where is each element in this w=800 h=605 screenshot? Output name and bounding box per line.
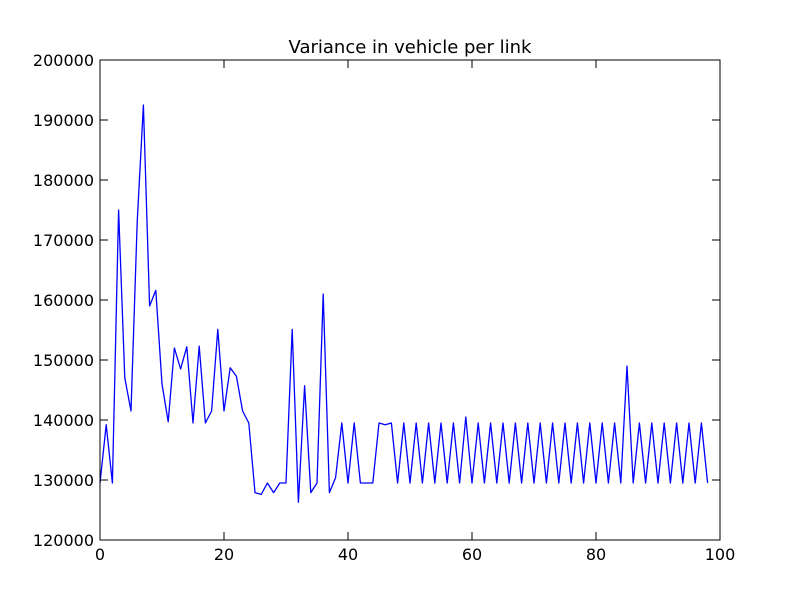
y-axis: 120000 130000 140000 150000 160000 170000 1800… xyxy=(33,51,720,550)
y-tick-label: 180000 xyxy=(33,171,94,190)
x-tick-label: 20 xyxy=(214,545,234,564)
y-tick-label: 140000 xyxy=(33,411,94,430)
x-tick-label: 40 xyxy=(338,545,358,564)
y-tick-label: 150000 xyxy=(33,351,94,370)
y-tick-label: 170000 xyxy=(33,231,94,250)
series-layer xyxy=(99,104,709,503)
y-tick-label: 200000 xyxy=(33,51,94,70)
x-tick-label: 0 xyxy=(95,545,105,564)
chart-title: Variance in vehicle per link xyxy=(289,37,532,58)
x-tick-label: 80 xyxy=(586,545,606,564)
y-tick-label: 120000 xyxy=(33,531,94,550)
series-line-0 xyxy=(99,104,709,503)
y-tick-label: 130000 xyxy=(33,471,94,490)
plot-background xyxy=(100,60,720,540)
y-tick-label: 190000 xyxy=(33,111,94,130)
x-tick-label: 100 xyxy=(705,545,736,564)
x-tick-label: 60 xyxy=(462,545,482,564)
x-axis: 0 20 40 60 80 100 xyxy=(95,60,735,564)
y-tick-label: 160000 xyxy=(33,291,94,310)
